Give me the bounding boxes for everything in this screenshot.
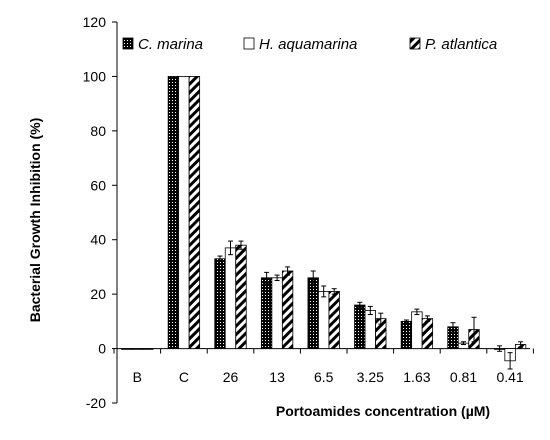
x-axis-title: Portoamides concentration (µM) <box>276 403 490 419</box>
legend-label: P. atlantica <box>425 36 497 53</box>
bar <box>188 76 201 349</box>
legend-label: H. aquamarina <box>259 36 357 53</box>
bar <box>224 247 237 349</box>
x-tick-label: 13 <box>269 369 285 385</box>
y-tick-label: 120 <box>83 14 107 30</box>
bars <box>121 76 527 362</box>
bar <box>167 76 180 349</box>
x-tick-label: 0.81 <box>450 369 477 385</box>
bar <box>281 270 294 349</box>
bar <box>260 277 273 349</box>
legend-swatch <box>243 37 255 50</box>
x-tick-label: B <box>133 369 142 385</box>
tick-labels: -20 0 20 40 60 80 100 120 B C 26 13 6.5 3.25 1.63 0.81 0… <box>83 14 524 411</box>
bar <box>400 320 413 349</box>
bar <box>421 318 434 349</box>
bar <box>131 348 143 350</box>
y-tick-label: 20 <box>90 286 106 302</box>
y-tick-label: 60 <box>90 177 106 193</box>
error-bars <box>217 240 524 370</box>
bar <box>328 291 340 349</box>
y-tick-label: 40 <box>90 232 106 248</box>
x-tick-label: 1.63 <box>403 369 430 385</box>
bar <box>271 277 283 349</box>
y-tick-label: 0 <box>98 341 106 357</box>
y-axis-title: Bacterial Growth Inhibition (%) <box>27 118 43 323</box>
bar <box>364 310 376 349</box>
bar <box>354 304 366 349</box>
x-tick-label: 26 <box>223 369 239 385</box>
x-tick-label: C <box>179 369 189 385</box>
bar <box>307 277 319 349</box>
x-tick-label: 0.41 <box>496 369 523 385</box>
legend-swatch <box>122 37 134 50</box>
y-tick-label: -20 <box>86 395 106 411</box>
bar <box>411 311 423 349</box>
bar <box>142 348 154 350</box>
bar <box>121 348 133 350</box>
bar <box>318 291 330 349</box>
x-tick-label: 3.25 <box>357 369 384 385</box>
x-tick-label: 6.5 <box>314 369 334 385</box>
bar <box>235 244 247 349</box>
legend-label: C. marina <box>138 36 203 53</box>
bar <box>178 76 190 349</box>
y-tick-label: 100 <box>83 68 107 84</box>
legend: C. marina H. aquamarina P. atlantica <box>122 36 497 53</box>
y-tick-label: 80 <box>90 123 106 139</box>
bar <box>214 258 226 349</box>
legend-swatch <box>409 37 421 50</box>
